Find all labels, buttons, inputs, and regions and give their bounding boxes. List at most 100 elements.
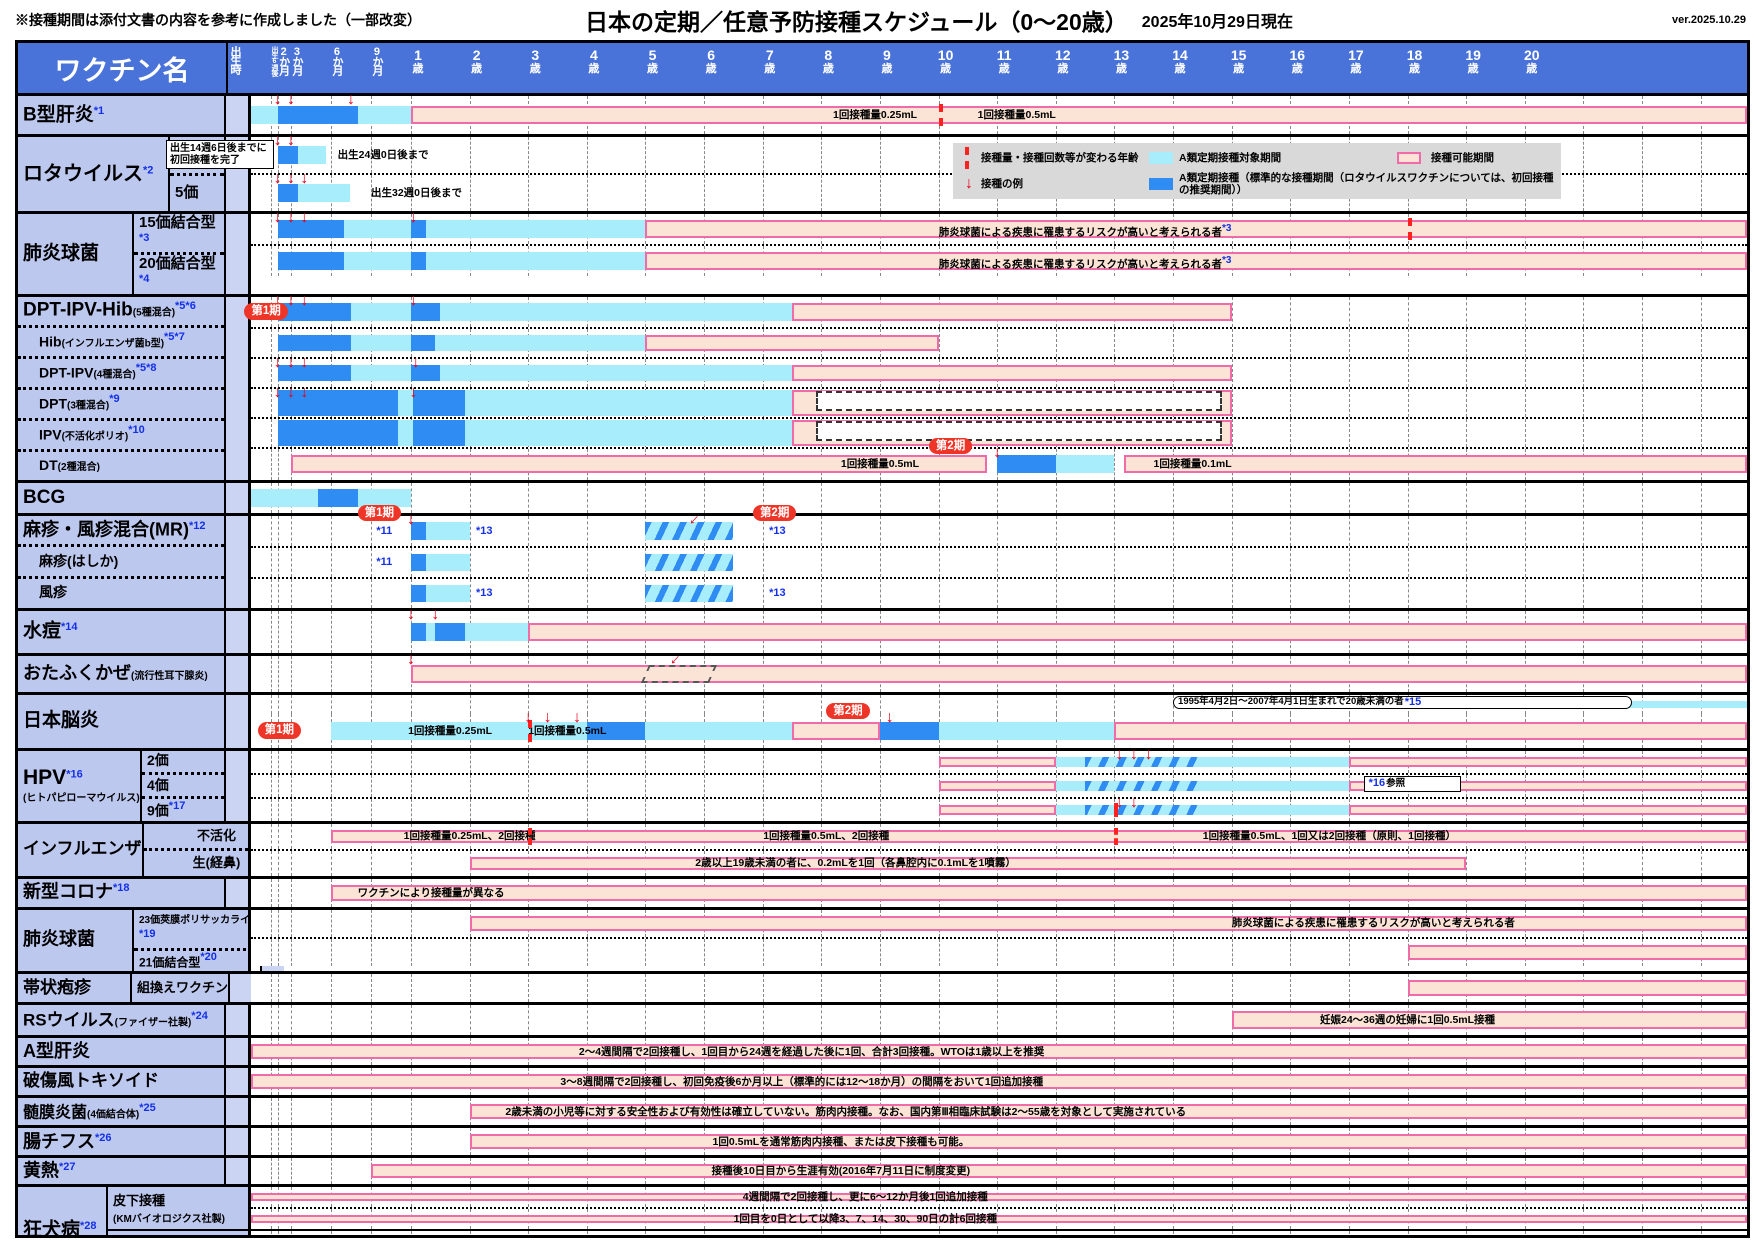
dose-arrow-icon: ↓ [273, 291, 282, 309]
schedule-lane: 3～8週間隔で2回接種し、初回免疫後6か月以上（標準的には12～18か月）の間隔… [251, 1068, 1747, 1096]
gridline [1700, 388, 1702, 417]
dose-arrow-icon: ↓ [411, 353, 420, 371]
footnote-ref: *16 [66, 768, 83, 781]
gridline [1583, 515, 1585, 546]
gridline [879, 798, 881, 821]
bar-annotation-text: 1回接種量0.25mL [408, 724, 493, 737]
section-lanes: ↓ ↓ *11 *13 *13 第1期 第2期 *11 *13 *13 [251, 504, 1747, 608]
age-year-number: 11 [996, 47, 1012, 63]
label-column: 日本脳炎 [18, 695, 224, 748]
vaccine-label-line: 麻疹・風疹混合(MR)*12 [23, 520, 206, 540]
gridline [290, 610, 292, 653]
section-lanes: ワクチンにより接種量が異なる [251, 878, 1747, 907]
age-tick-label: 出生6週後 [270, 46, 278, 76]
schedule-lane: ↓ ↓ ↓ ↓ [251, 353, 1747, 387]
gridline [1583, 388, 1585, 417]
bar-cyan [350, 334, 411, 351]
gridline [704, 175, 706, 211]
gridline [528, 547, 530, 577]
gridline [270, 974, 272, 1003]
bar-cyan [425, 521, 470, 540]
gridline [1642, 175, 1644, 211]
gridline [938, 974, 940, 1003]
gridline [645, 175, 647, 211]
section-lanes: 1995年4月2日～2007年4月1日生まれで20歳未満の者 *15 ↓ ↓ ↓ ↓ 1回接… [251, 694, 1747, 748]
birth-column-header: 出生時 [228, 43, 250, 93]
bar-annotation: 2歳未満の小児等に対する安全性および有効性は確立していない。筋肉内接種。なお、国… [505, 1107, 1186, 1118]
bar-annotation: ワクチンにより接種量が異なる [358, 887, 505, 899]
vaccine-label-line: 風疹 [23, 584, 67, 602]
gridline [370, 694, 372, 714]
gridline [1290, 328, 1292, 357]
gridline [938, 938, 940, 966]
gridline [1114, 328, 1116, 357]
gridline [469, 750, 471, 773]
label-column: A型肝炎 [18, 1038, 224, 1065]
gridline [645, 482, 647, 513]
gridline [277, 1005, 279, 1036]
dose-arrow-icon: ↓ [273, 170, 282, 187]
bar-annotation: 1回接種量0.5mL [528, 725, 606, 737]
age-year-number: 9 [883, 47, 891, 63]
gridline [1348, 578, 1350, 608]
gridline [586, 515, 588, 546]
gridline [1055, 694, 1057, 714]
age-year-number: 5 [648, 47, 657, 63]
schedule-lane: 1回0.5mLを通常筋肉内接種、または皮下接種も可能。 [251, 1128, 1747, 1156]
age-tick-label: 13 歳 [1109, 47, 1133, 75]
gridline [1055, 1231, 1057, 1235]
age-year-suffix: 歳 [1291, 63, 1303, 76]
birth-column-strip [224, 610, 248, 653]
gridline [821, 1005, 823, 1036]
age-year-suffix: 歳 [705, 63, 717, 76]
gridline [762, 547, 764, 577]
gridline [277, 974, 279, 1003]
bar-blue [277, 419, 398, 446]
bar-annotation: 1回接種量0.5mL、1回又は2回接種（原則、1回接種） [1203, 831, 1456, 842]
age-tick-label: 14 歳 [1168, 47, 1192, 75]
gridline [704, 137, 706, 173]
dose-arrow-icon: ↓ [543, 708, 552, 726]
bar-pink [792, 721, 880, 740]
vaccine-subname: (不活化ポリオ) [61, 431, 129, 443]
bar-pink [1124, 455, 1747, 474]
gridline [1055, 938, 1057, 966]
age-year-suffix: 歳 [412, 63, 424, 76]
gridline [1642, 418, 1644, 447]
vaccine-label: DPT-IPV(4種混合)*5*8 [18, 355, 224, 387]
bar-diag [1085, 804, 1203, 815]
row-label-panel: B型肝炎*1 [18, 96, 251, 134]
gridline [469, 974, 471, 1003]
section-lanes: 妊娠24～36週の妊婦に1回0.5mL接種 [251, 1005, 1747, 1036]
bar-annotation-text: 4週間隔で2回接種し、更に6～12か月後1回追加接種 [742, 1191, 988, 1204]
dose-arrow-icon: ↓ [286, 132, 295, 149]
vaccine-label: ロタウイルス*2 [18, 137, 168, 211]
bar-pink [330, 829, 1747, 843]
bar-annotation: 4週間隔で2回接種し、更に6～12か月後1回追加接種 [743, 1192, 988, 1203]
row-label-panel: 麻疹・風疹混合(MR)*12 麻疹(はしか) 風疹 [18, 515, 251, 608]
dose-arrow-icon: ↓ [273, 209, 282, 226]
vaccine-label: 肺炎球菌 [18, 214, 132, 294]
gridline [1231, 388, 1233, 417]
bar-annotation: 1回接種量0.1mL [1154, 459, 1232, 470]
bar-blue [277, 252, 345, 270]
gridline [270, 655, 272, 692]
gridline [290, 1231, 292, 1235]
bar-annotation: *13 [769, 588, 786, 599]
bar-annotation: 2～4週間隔で2回接種し、1回目から24週を経過した後に1回、合計3回接種。WT… [579, 1047, 1044, 1058]
gridline [370, 1098, 372, 1126]
bar-pink [792, 302, 1232, 321]
gridline [1348, 328, 1350, 357]
dose-arrow-icon: ↓ [300, 291, 309, 309]
gridline [821, 774, 823, 797]
schedule-lane: ↓ ↓ *11 *13 *13 第1期 第2期 [251, 504, 1747, 546]
gridline [586, 694, 588, 714]
gridline [1114, 1231, 1116, 1235]
footnote-ref: *18 [113, 882, 130, 895]
gridline [528, 1005, 530, 1036]
gridline [1583, 1231, 1585, 1235]
gridline [1407, 296, 1409, 327]
vaccine-label-line: Hib(インフルエンザ菌b型)*5*7 [23, 331, 185, 351]
gridline [1290, 515, 1292, 546]
gridline [1231, 482, 1233, 513]
